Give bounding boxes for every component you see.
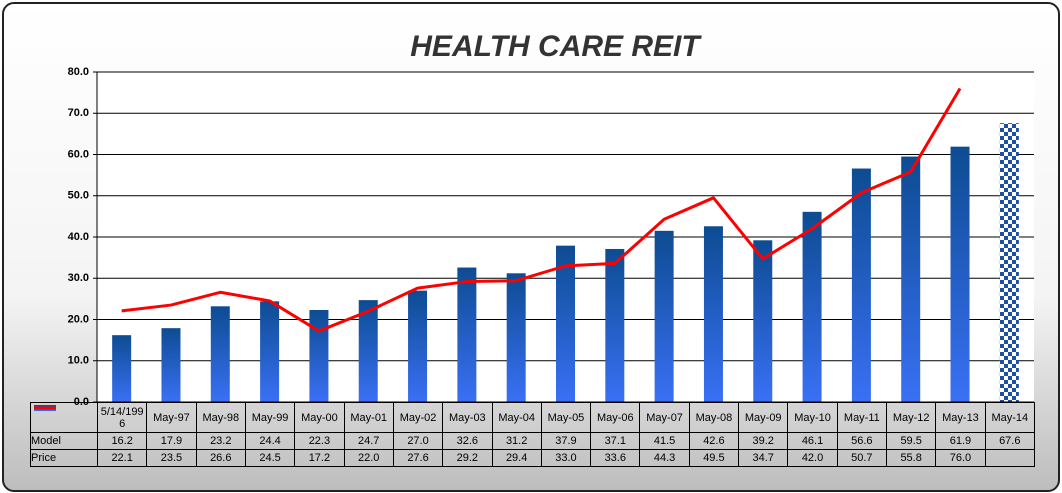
value-cell: 56.6 (836, 432, 888, 450)
value-cell: 22.0 (343, 449, 394, 467)
category-cell: May-11 (836, 402, 888, 433)
category-cell: May-12 (885, 402, 937, 433)
bar (358, 300, 378, 402)
value-cell: 23.5 (146, 449, 197, 467)
category-cell: May-03 (442, 402, 493, 433)
value-cell: 17.9 (146, 432, 197, 450)
category-cell: May-07 (639, 402, 690, 433)
legend-cell: Model (30, 404, 98, 450)
bar (260, 301, 280, 402)
value-cell: 42.6 (688, 432, 740, 450)
category-cell: May-01 (343, 402, 394, 433)
value-cell: 37.1 (590, 432, 641, 450)
empty-cell (984, 449, 1035, 467)
value-cell: 24.7 (343, 432, 394, 450)
value-cell: 32.6 (442, 432, 493, 450)
price-line (121, 87, 962, 333)
bar (112, 335, 132, 402)
category-cell: May-99 (244, 402, 296, 433)
bar (999, 123, 1019, 403)
value-cell: 27.6 (392, 449, 444, 467)
value-cell: 24.5 (244, 449, 296, 467)
value-cell: 29.4 (491, 449, 542, 467)
category-row: 5/14/1996 May-97 May-98 May-99 May-00 May-01 M… (30, 402, 1035, 433)
bar (802, 211, 822, 402)
bar (457, 267, 477, 402)
value-cell: 17.2 (294, 449, 345, 467)
y-tick-label: 70.0 (68, 107, 89, 119)
price-row: Price 22.1 23.5 26.6 24.5 17.2 22.0 27.6 29.2 29.… (30, 406, 1035, 467)
category-cell: May-10 (787, 402, 838, 433)
bar (654, 230, 674, 402)
value-cell: 46.1 (787, 432, 838, 450)
data-table: 5/14/1996 May-97 May-98 May-99 May-00 May-01 M… (30, 402, 1035, 467)
category-cell: May-06 (590, 402, 641, 433)
value-cell: 67.6 (984, 432, 1035, 450)
category-cell: May-14 (984, 402, 1035, 433)
bar (506, 273, 526, 402)
category-cell: May-09 (738, 402, 789, 433)
chart-title: HEALTH CARE REIT (410, 30, 702, 63)
bar (703, 226, 723, 402)
y-tick-label: 30.0 (68, 272, 89, 284)
value-cell: 16.2 (96, 432, 148, 450)
value-cell: 39.2 (738, 432, 789, 450)
value-cell: 24.4 (244, 432, 296, 450)
y-tick-label: 80.0 (68, 66, 89, 78)
value-cell: 37.9 (540, 432, 592, 450)
y-tick-label: 20.0 (68, 313, 89, 325)
category-cell: May-00 (294, 402, 345, 433)
legend-key (33, 406, 56, 409)
value-cell: 31.2 (491, 432, 542, 450)
value-cell: 50.7 (836, 449, 888, 467)
legend-label: Price (31, 452, 57, 464)
value-cell: 33.6 (590, 449, 641, 467)
category-cell: May-02 (392, 402, 444, 433)
category-cell: May-08 (688, 402, 740, 433)
legend-label: Model (31, 435, 61, 447)
value-cell: 61.9 (935, 432, 986, 450)
category-cell: 5/14/1996 (96, 402, 148, 433)
y-tick-label: 10.0 (68, 355, 89, 367)
bar (851, 168, 871, 402)
value-cell: 41.5 (639, 432, 690, 450)
bar (210, 306, 230, 402)
value-cell: 22.3 (294, 432, 345, 450)
value-cell: 34.7 (738, 449, 789, 467)
value-cell: 23.2 (195, 432, 246, 450)
value-cell: 59.5 (885, 432, 937, 450)
value-cell: 55.8 (885, 449, 937, 467)
category-cell: May-04 (491, 402, 542, 433)
value-cell: 26.6 (195, 449, 246, 467)
value-cell: 76.0 (935, 449, 986, 467)
y-tick-label: 50.0 (68, 190, 89, 202)
bar (605, 248, 625, 402)
value-cell: 42.0 (787, 449, 838, 467)
value-cell: 22.1 (96, 449, 148, 467)
value-cell: 49.5 (688, 449, 740, 467)
category-cell: May-97 (146, 402, 197, 433)
model-row: Model 16.2 17.9 23.2 24.4 22.3 24.7 27.0 32.6 31.… (30, 404, 1035, 450)
category-cell: May-98 (195, 402, 246, 433)
legend-cell: Price (30, 406, 98, 467)
category-cell: May-13 (935, 402, 986, 433)
bar (408, 290, 428, 402)
bar (309, 310, 329, 402)
value-cell: 44.3 (639, 449, 690, 467)
bar (753, 240, 773, 402)
bar (161, 328, 181, 402)
bar (950, 146, 970, 402)
bar (901, 156, 921, 402)
value-cell: 33.0 (540, 449, 592, 467)
value-cell: 29.2 (442, 449, 493, 467)
y-tick-label: 60.0 (68, 148, 89, 160)
bar (556, 245, 575, 402)
category-cell: May-05 (540, 402, 592, 433)
value-cell: 27.0 (392, 432, 444, 450)
y-tick-label: 40.0 (68, 231, 89, 243)
